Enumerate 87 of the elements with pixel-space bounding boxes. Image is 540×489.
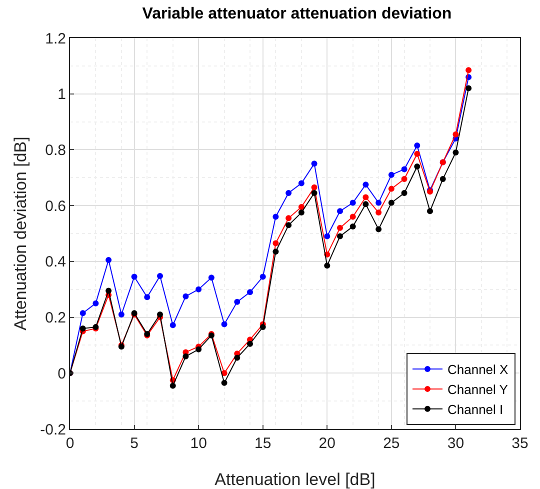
- point: [362, 194, 369, 200]
- point: [221, 380, 228, 386]
- point: [196, 346, 202, 352]
- point: [337, 208, 343, 214]
- point: [247, 289, 253, 296]
- point: [234, 354, 240, 361]
- point: [376, 210, 382, 216]
- point: [272, 214, 279, 220]
- point: [260, 324, 266, 330]
- y-tick-label: 0.6: [45, 198, 66, 215]
- point: [427, 208, 433, 214]
- point: [350, 224, 356, 230]
- y-tick-label: 1: [58, 86, 66, 104]
- point: [131, 274, 138, 280]
- x-tick-label: 35: [512, 435, 528, 452]
- y-tick-label: 0.2: [45, 310, 66, 327]
- point: [401, 166, 408, 172]
- point: [440, 176, 446, 182]
- point: [388, 186, 394, 192]
- point: [401, 190, 408, 196]
- point: [298, 204, 304, 210]
- point: [234, 298, 240, 305]
- point: [247, 340, 253, 347]
- point: [298, 210, 304, 216]
- point: [272, 240, 279, 246]
- point: [182, 353, 189, 360]
- point: [466, 85, 472, 92]
- y-tick-label: 0: [58, 365, 66, 382]
- point: [414, 142, 420, 149]
- point: [298, 180, 304, 186]
- point: [157, 272, 163, 279]
- point: [170, 382, 176, 389]
- y-tick-label: 0.8: [45, 142, 66, 159]
- point: [466, 67, 472, 74]
- point: [311, 190, 318, 196]
- point: [414, 163, 420, 170]
- point: [208, 274, 214, 281]
- point: [376, 200, 382, 206]
- chart-title: Variable attenuator attenuation deviation: [142, 6, 452, 23]
- point: [272, 248, 279, 255]
- point: [376, 226, 382, 232]
- x-tick-label: 5: [130, 435, 138, 452]
- point: [324, 262, 330, 269]
- point: [337, 233, 343, 240]
- x-tick-label: 15: [254, 435, 272, 452]
- point: [286, 222, 292, 228]
- point: [170, 322, 176, 328]
- point: [388, 200, 394, 206]
- point: [337, 224, 343, 231]
- point: [324, 233, 330, 240]
- point: [362, 182, 369, 188]
- x-axis-title: Attenuation level [dB]: [214, 470, 376, 489]
- x-tick-label: 20: [318, 435, 336, 452]
- legend-label: Channel Y: [448, 382, 508, 398]
- point: [196, 286, 202, 292]
- point: [144, 294, 150, 300]
- point: [311, 160, 318, 167]
- point: [106, 288, 112, 294]
- point: [452, 150, 459, 156]
- y-tick-label: 0.4: [45, 254, 66, 271]
- y-axis-title: Attenuation deviation [dB]: [11, 136, 30, 330]
- point: [80, 325, 86, 332]
- point: [362, 201, 369, 208]
- point: [388, 172, 394, 178]
- point: [80, 310, 86, 316]
- point: [414, 150, 420, 157]
- point: [350, 200, 356, 206]
- legend-label: Channel X: [448, 362, 509, 378]
- point: [286, 215, 292, 222]
- point: [157, 311, 163, 318]
- y-tick-label: -0.2: [40, 421, 66, 438]
- point: [118, 311, 124, 318]
- point: [106, 257, 112, 264]
- point: [92, 300, 99, 306]
- point: [260, 274, 266, 280]
- x-tick-label: 10: [190, 435, 207, 452]
- x-tick-label: 25: [383, 435, 400, 452]
- legend-label: Channel I: [448, 402, 504, 417]
- x-tick-label: 30: [447, 435, 464, 452]
- point: [401, 176, 408, 182]
- point: [221, 321, 228, 328]
- point: [452, 131, 459, 138]
- point: [182, 293, 189, 300]
- point: [286, 190, 292, 196]
- point: [311, 184, 318, 190]
- y-tick-label: 1.2: [45, 30, 66, 48]
- point: [350, 214, 356, 220]
